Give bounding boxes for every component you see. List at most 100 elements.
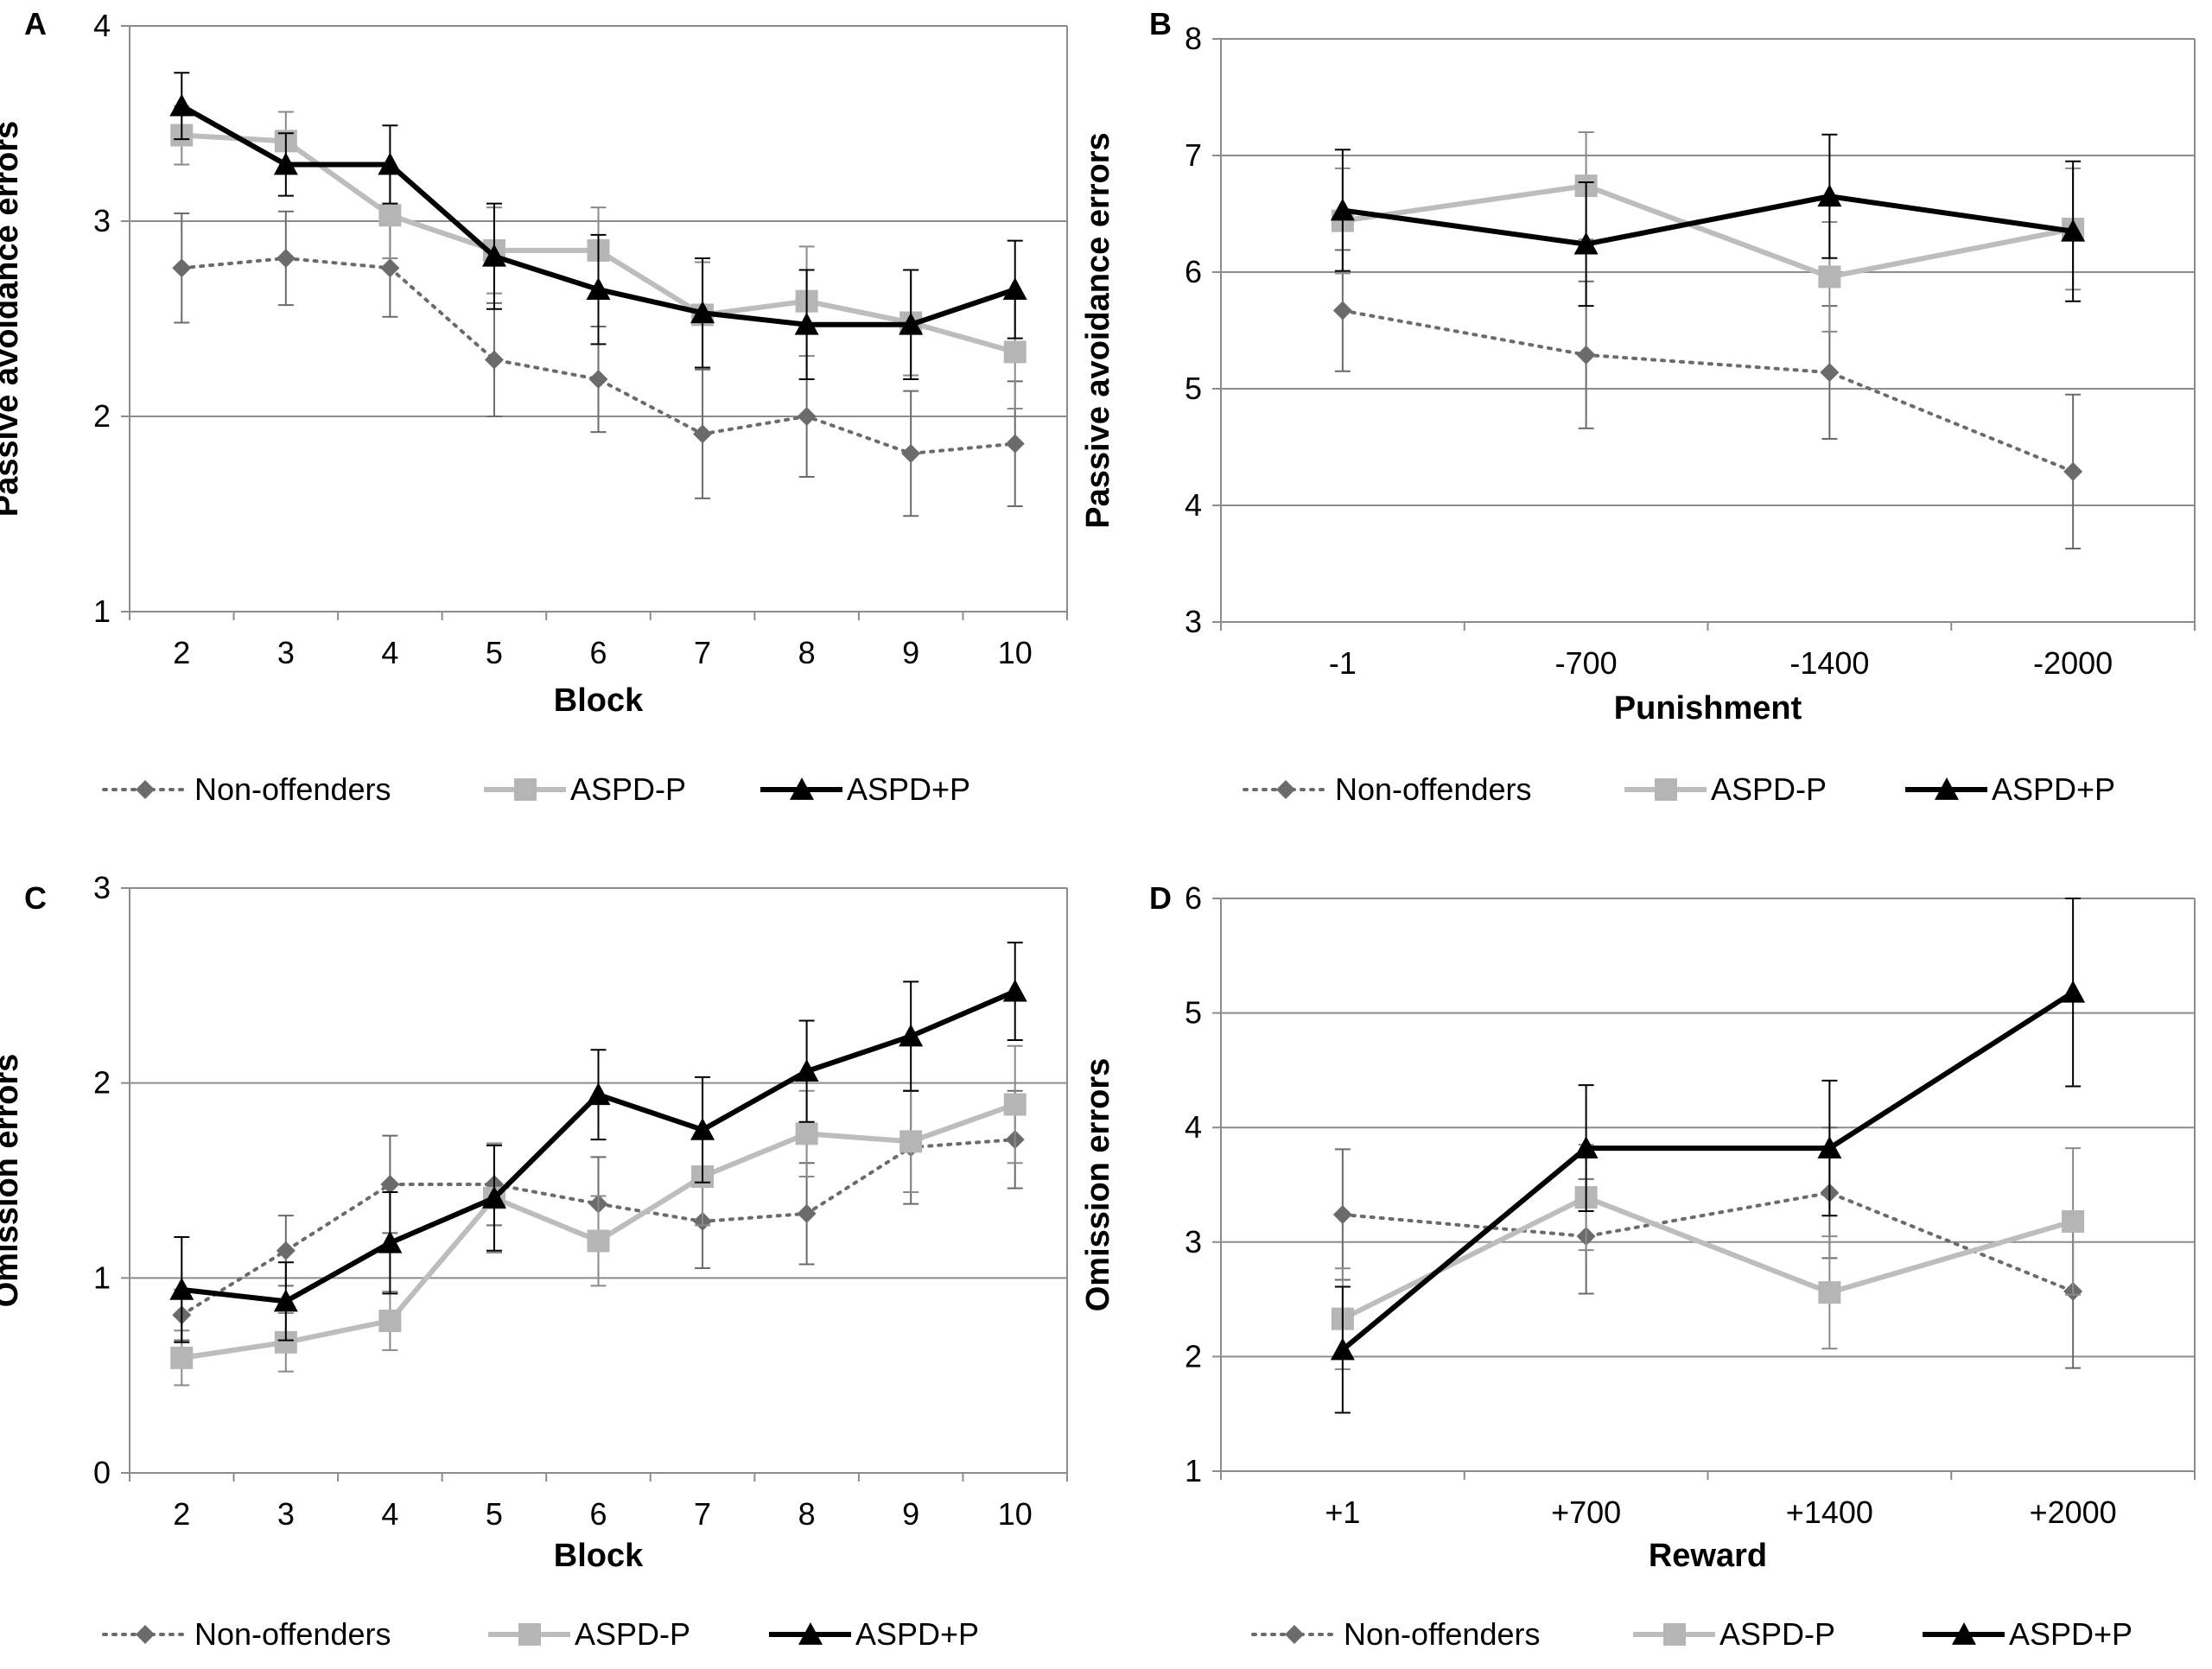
data-point bbox=[901, 443, 921, 463]
y-tick-label: 4 bbox=[1185, 487, 1202, 523]
data-point bbox=[1003, 340, 1027, 364]
data-point bbox=[588, 370, 608, 390]
chart-panel-c: 0 1 2 3 2 3 4 5 6 7 8 9 10 Block Omission errors C Non-o… bbox=[0, 870, 1068, 1652]
x-tick-label: 3 bbox=[277, 1496, 295, 1532]
data-point bbox=[690, 1117, 715, 1140]
y-tick-label: 6 bbox=[1185, 880, 1202, 916]
data-point bbox=[273, 152, 298, 175]
series-aspd-p bbox=[1331, 131, 2085, 333]
y-axis-title: Passive avoidance errors bbox=[1080, 132, 1116, 528]
legend-label: Non-offenders bbox=[1344, 1616, 1540, 1652]
legend-marker bbox=[518, 1623, 541, 1646]
data-point bbox=[484, 350, 504, 370]
data-point bbox=[481, 1185, 506, 1209]
series-line bbox=[1342, 194, 2074, 247]
legend-marker bbox=[136, 1625, 155, 1644]
legend-label: ASPD+P bbox=[847, 771, 970, 807]
legend: Non-offenders ASPD-P ASPD+P bbox=[1243, 771, 2115, 807]
data-point bbox=[794, 312, 819, 335]
x-tick-label: -2000 bbox=[2033, 645, 2113, 681]
x-tick-label: +1400 bbox=[1786, 1494, 1873, 1530]
data-point bbox=[1003, 1093, 1027, 1116]
x-tick-label: 9 bbox=[902, 635, 919, 670]
y-tick-label: 5 bbox=[1185, 995, 1202, 1031]
data-point bbox=[1573, 232, 1599, 255]
data-point bbox=[795, 1122, 818, 1145]
y-axis-title: Passive avoidance errors bbox=[0, 121, 25, 517]
data-point bbox=[169, 93, 194, 117]
legend-marker bbox=[790, 777, 814, 800]
y-tick-label: 2 bbox=[93, 398, 111, 434]
legend-marker bbox=[1285, 1625, 1304, 1644]
legend-label: Non-offenders bbox=[194, 1616, 391, 1652]
series-aspd-p bbox=[169, 72, 1027, 381]
x-tick-label: 8 bbox=[798, 635, 816, 670]
data-point bbox=[1005, 434, 1025, 454]
data-point bbox=[586, 277, 611, 300]
y-tick-label: 4 bbox=[93, 8, 111, 43]
panel-label: D bbox=[1149, 880, 1172, 916]
data-point bbox=[378, 1309, 402, 1332]
x-tick-label: -1400 bbox=[1789, 645, 1869, 681]
x-tick-label: 2 bbox=[173, 635, 190, 670]
legend-marker bbox=[798, 1622, 823, 1645]
x-tick-label: -1 bbox=[1329, 645, 1357, 681]
data-point bbox=[1817, 184, 1842, 207]
x-tick-label: 4 bbox=[381, 1496, 398, 1532]
y-tick-label: 5 bbox=[1185, 371, 1202, 406]
y-tick-label: 2 bbox=[1185, 1338, 1202, 1374]
x-tick-label: +700 bbox=[1551, 1494, 1621, 1530]
data-point bbox=[378, 204, 402, 227]
x-axis-title: Punishment bbox=[1614, 690, 1802, 727]
series-aspd-p bbox=[1331, 1144, 2085, 1370]
y-axis-title: Omission errors bbox=[1080, 1058, 1116, 1312]
x-tick-label: 4 bbox=[381, 635, 398, 670]
legend: Non-offenders ASPD-P ASPD+P bbox=[102, 771, 970, 807]
data-point bbox=[1002, 979, 1027, 1002]
y-tick-label: 0 bbox=[93, 1455, 111, 1490]
x-axis-title: Block bbox=[554, 682, 644, 719]
data-point bbox=[378, 1230, 403, 1253]
x-tick-label: 5 bbox=[486, 1496, 503, 1532]
data-point bbox=[797, 1203, 817, 1223]
y-tick-label: 7 bbox=[1185, 137, 1202, 173]
y-axis-title: Omission errors bbox=[0, 1054, 25, 1308]
data-point bbox=[1818, 1281, 1841, 1304]
data-point bbox=[1820, 363, 1840, 383]
data-point bbox=[172, 258, 192, 278]
y-tick-label: 6 bbox=[1185, 254, 1202, 289]
data-point bbox=[1818, 265, 1841, 289]
data-point bbox=[587, 1229, 610, 1253]
legend-marker bbox=[1952, 1622, 1976, 1645]
x-tick-label: 6 bbox=[589, 1496, 607, 1532]
panel-label: A bbox=[24, 6, 47, 41]
y-tick-label: 1 bbox=[93, 1260, 111, 1295]
y-tick-label: 8 bbox=[1185, 21, 1202, 56]
data-point bbox=[899, 1024, 924, 1047]
x-tick-label: 2 bbox=[173, 1496, 190, 1532]
series-line bbox=[1340, 1190, 2075, 1293]
y-tick-label: 2 bbox=[93, 1065, 111, 1101]
data-point bbox=[1330, 1337, 1355, 1361]
legend-label: Non-offenders bbox=[1335, 771, 1531, 807]
data-point bbox=[690, 301, 715, 324]
series-line bbox=[1340, 308, 2075, 473]
y-tick-label: 3 bbox=[93, 203, 111, 238]
y-tick-label: 1 bbox=[1185, 1453, 1202, 1488]
legend-marker bbox=[1935, 777, 1959, 800]
legend-label: ASPD+P bbox=[2009, 1616, 2133, 1652]
legend-label: Non-offenders bbox=[194, 771, 391, 807]
data-point bbox=[899, 312, 924, 335]
y-tick-label: 3 bbox=[93, 870, 111, 905]
data-point bbox=[2062, 1209, 2085, 1233]
data-point bbox=[1332, 1204, 1352, 1224]
data-point bbox=[2063, 461, 2083, 481]
y-tick-label: 1 bbox=[93, 593, 111, 629]
legend-marker bbox=[1276, 780, 1295, 799]
x-tick-label: 5 bbox=[486, 635, 503, 670]
x-tick-label: -700 bbox=[1555, 645, 1618, 681]
data-point bbox=[2061, 219, 2086, 242]
legend-marker bbox=[1655, 778, 1677, 801]
series-line bbox=[1340, 990, 2075, 1352]
